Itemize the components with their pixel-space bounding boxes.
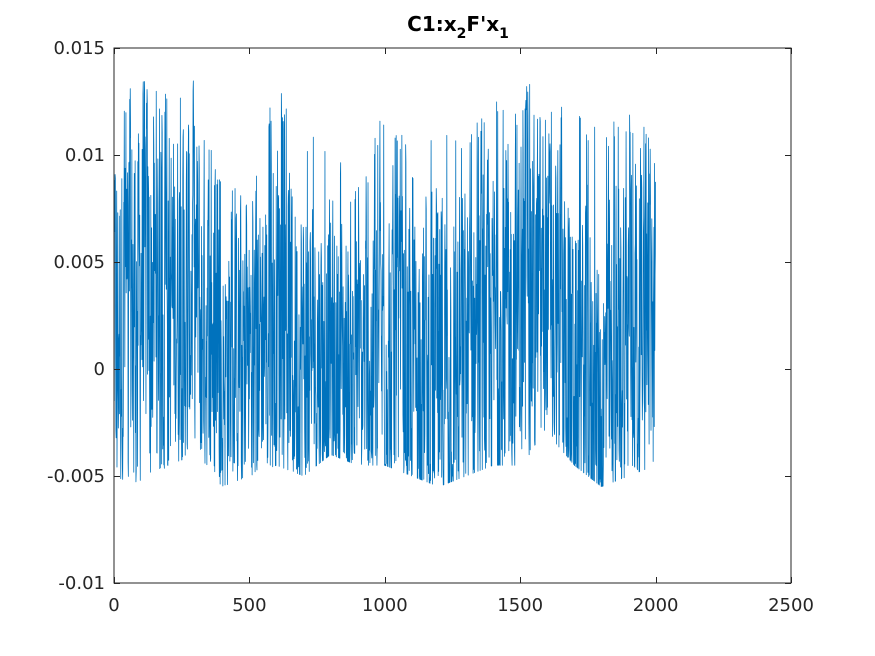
y-tick-label: 0 bbox=[94, 359, 105, 380]
x-axis: 0 500 1000 1500 2000 2500 bbox=[108, 48, 814, 616]
x-tick-label: 500 bbox=[232, 595, 266, 616]
chart-title: C1:x2F'x1 bbox=[407, 12, 509, 42]
chart-title-prefix: C1:x bbox=[407, 12, 457, 36]
y-tick-label: 0.005 bbox=[53, 252, 105, 273]
x-tick-label: 0 bbox=[108, 595, 119, 616]
y-axis: -0.01 -0.005 0 0.005 0.01 0.015 bbox=[47, 38, 791, 594]
series-line-1 bbox=[113, 80, 656, 487]
series-layer bbox=[113, 80, 656, 487]
x-tick-label: 1500 bbox=[497, 595, 543, 616]
y-tick-label: 0.015 bbox=[53, 38, 105, 59]
y-tick-label: -0.01 bbox=[58, 573, 105, 594]
x-tick-label: 1000 bbox=[362, 595, 408, 616]
chart-title-subscript-1: 2 bbox=[457, 26, 467, 42]
chart-title-middle: F'x bbox=[466, 12, 499, 36]
plot-area bbox=[113, 47, 792, 584]
axes-box bbox=[113, 47, 792, 584]
y-tick-label: 0.01 bbox=[65, 145, 105, 166]
x-tick-label: 2500 bbox=[768, 595, 814, 616]
x-tick-label: 2000 bbox=[633, 595, 679, 616]
y-tick-label: -0.005 bbox=[47, 466, 105, 487]
chart-title-subscript-2: 1 bbox=[499, 26, 509, 42]
